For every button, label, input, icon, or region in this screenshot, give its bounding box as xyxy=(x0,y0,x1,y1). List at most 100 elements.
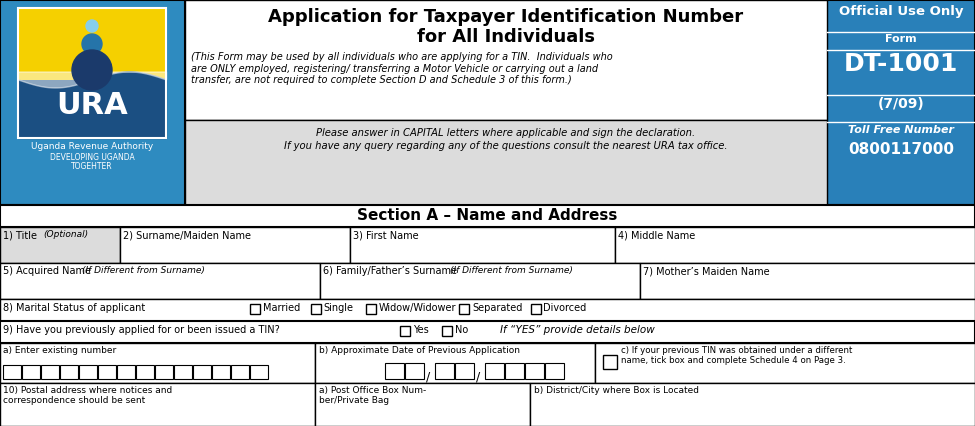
Bar xyxy=(0,205,975,227)
Text: (If Different from Surname): (If Different from Surname) xyxy=(450,266,573,275)
Bar xyxy=(193,365,211,379)
Text: Please answer in CAPITAL letters where applicable and sign the declaration.: Please answer in CAPITAL letters where a… xyxy=(317,128,695,138)
Bar xyxy=(350,227,615,263)
Text: a) Enter existing number: a) Enter existing number xyxy=(3,346,116,355)
Text: Married: Married xyxy=(263,303,300,313)
Bar xyxy=(400,326,410,336)
Text: 3) First Name: 3) First Name xyxy=(353,230,418,240)
Bar xyxy=(174,365,192,379)
Bar xyxy=(530,383,975,426)
Bar xyxy=(366,304,375,314)
Bar xyxy=(231,365,249,379)
Bar xyxy=(459,304,469,314)
Bar xyxy=(827,0,975,205)
Bar xyxy=(505,363,524,379)
Text: Toll Free Number: Toll Free Number xyxy=(848,125,954,135)
Text: 4) Middle Name: 4) Middle Name xyxy=(618,230,695,240)
Text: 7) Mother’s Maiden Name: 7) Mother’s Maiden Name xyxy=(643,266,769,276)
Circle shape xyxy=(82,34,102,54)
Bar xyxy=(212,365,230,379)
Bar xyxy=(315,383,530,426)
Bar xyxy=(0,0,975,205)
Text: Divorced: Divorced xyxy=(543,303,587,313)
Text: (If Different from Surname): (If Different from Surname) xyxy=(82,266,205,275)
Bar xyxy=(22,365,40,379)
Bar xyxy=(615,227,975,263)
Bar xyxy=(640,263,975,299)
Bar xyxy=(545,363,564,379)
Text: Section A – Name and Address: Section A – Name and Address xyxy=(357,208,618,223)
Bar xyxy=(41,365,59,379)
Text: b) Approximate Date of Previous Application: b) Approximate Date of Previous Applicat… xyxy=(319,346,520,355)
Bar xyxy=(0,343,315,383)
Bar xyxy=(136,365,154,379)
Bar xyxy=(3,365,21,379)
Circle shape xyxy=(72,50,112,90)
Bar xyxy=(485,363,504,379)
Text: (7/09): (7/09) xyxy=(878,97,924,111)
Text: Uganda Revenue Authority: Uganda Revenue Authority xyxy=(31,142,153,151)
Bar xyxy=(155,365,173,379)
Text: b) District/City where Box is Located: b) District/City where Box is Located xyxy=(534,386,699,395)
Text: 9) Have you previously applied for or been issued a TIN?: 9) Have you previously applied for or be… xyxy=(3,325,280,335)
Bar xyxy=(0,0,185,205)
Text: 2) Surname/Maiden Name: 2) Surname/Maiden Name xyxy=(123,230,251,240)
Text: DT-1001: DT-1001 xyxy=(843,52,958,76)
Text: (This Form may be used by all individuals who are applying for a TIN.  Individua: (This Form may be used by all individual… xyxy=(191,52,612,85)
Text: Form: Form xyxy=(885,34,916,44)
Text: Widow/Widower: Widow/Widower xyxy=(378,303,456,313)
Text: 5) Acquired Name: 5) Acquired Name xyxy=(3,266,95,276)
Text: Separated: Separated xyxy=(472,303,523,313)
Bar xyxy=(310,304,321,314)
Circle shape xyxy=(86,20,98,32)
Bar xyxy=(435,363,454,379)
Text: If “YES” provide details below: If “YES” provide details below xyxy=(500,325,655,335)
Bar xyxy=(185,0,827,120)
Bar xyxy=(530,304,540,314)
Bar xyxy=(79,365,97,379)
Text: 10) Postal address where notices and
correspondence should be sent: 10) Postal address where notices and cor… xyxy=(3,386,173,406)
Text: /: / xyxy=(426,371,430,384)
Bar xyxy=(525,363,544,379)
Bar xyxy=(385,363,404,379)
Text: 6) Family/Father’s Surname: 6) Family/Father’s Surname xyxy=(323,266,460,276)
Text: No: No xyxy=(455,325,468,335)
Bar xyxy=(442,326,452,336)
Bar xyxy=(320,263,640,299)
Bar xyxy=(595,343,975,383)
Bar xyxy=(185,120,827,205)
Bar xyxy=(250,304,260,314)
Text: 8) Marital Status of applicant: 8) Marital Status of applicant xyxy=(3,303,145,313)
Bar xyxy=(0,299,975,321)
Text: Single: Single xyxy=(324,303,354,313)
Text: Official Use Only: Official Use Only xyxy=(838,5,963,18)
Bar xyxy=(315,343,595,383)
Bar xyxy=(250,365,268,379)
Bar xyxy=(455,363,474,379)
Bar xyxy=(18,8,166,80)
Text: URA: URA xyxy=(57,92,128,121)
Text: 0800117000: 0800117000 xyxy=(848,142,954,157)
Text: for All Individuals: for All Individuals xyxy=(417,28,595,46)
Text: (Optional): (Optional) xyxy=(43,230,88,239)
Text: DEVELOPING UGANDA: DEVELOPING UGANDA xyxy=(50,153,135,162)
Text: Application for Taxpayer Identification Number: Application for Taxpayer Identification … xyxy=(268,8,744,26)
Text: Yes: Yes xyxy=(413,325,429,335)
Bar xyxy=(18,80,166,138)
Bar xyxy=(0,321,975,343)
Bar xyxy=(603,355,617,369)
Bar xyxy=(0,227,975,426)
Text: TOGEHTER: TOGEHTER xyxy=(71,162,113,171)
Text: c) If your previous TIN was obtained under a different
name, tick box and comple: c) If your previous TIN was obtained und… xyxy=(621,346,852,366)
Text: a) Post Office Box Num-
ber/Private Bag: a) Post Office Box Num- ber/Private Bag xyxy=(319,386,426,406)
Bar xyxy=(405,363,424,379)
Text: /: / xyxy=(476,371,481,384)
Bar xyxy=(60,365,78,379)
Bar xyxy=(0,227,120,263)
Bar xyxy=(0,263,320,299)
Bar xyxy=(18,8,166,138)
Bar xyxy=(120,227,350,263)
Bar xyxy=(0,383,315,426)
Bar xyxy=(98,365,116,379)
Text: 1) Title: 1) Title xyxy=(3,230,40,240)
